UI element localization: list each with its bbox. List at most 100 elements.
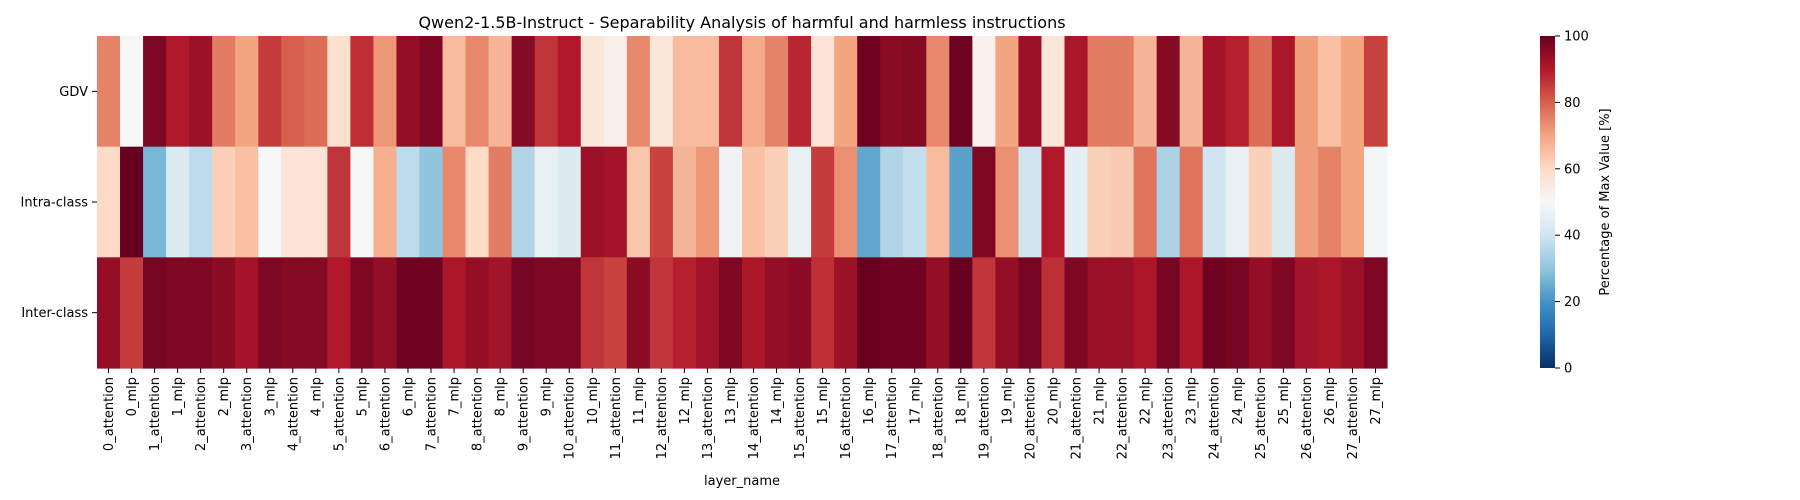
heatmap-cell — [189, 257, 213, 369]
heatmap-cell — [626, 36, 651, 148]
heatmap-cell — [120, 257, 144, 369]
column-label: 6_attention — [378, 377, 393, 451]
heatmap-cell — [880, 257, 904, 369]
row-labels: GDV Intra-class Inter-class — [21, 85, 97, 321]
heatmap-cell — [419, 146, 444, 258]
heatmap-cell — [880, 36, 904, 148]
heatmap-cell — [419, 257, 444, 369]
heatmap-cell — [995, 257, 1020, 369]
column-label: 1_mlp — [171, 377, 186, 416]
column-label: 9_attention — [517, 377, 532, 451]
heatmap-cell — [972, 36, 996, 148]
column-label: 5_attention — [332, 377, 347, 451]
heatmap-cell — [580, 257, 605, 369]
heatmap-cell — [1294, 257, 1319, 369]
colorbar-gradient — [1540, 36, 1555, 368]
heatmap-cell — [1225, 146, 1250, 258]
heatmap-cell — [465, 257, 490, 369]
heatmap-cell — [1156, 146, 1181, 258]
heatmap-cell — [695, 146, 720, 258]
heatmap-cells — [97, 36, 1388, 369]
heatmap-cell — [880, 146, 904, 258]
heatmap-cell — [327, 146, 351, 258]
heatmap-cell — [788, 257, 812, 369]
chart-title: Qwen2-1.5B-Instruct - Separability Analy… — [418, 13, 1065, 32]
column-label: 2_mlp — [217, 377, 232, 416]
heatmap-cell — [603, 146, 628, 258]
column-label: 4_mlp — [309, 377, 324, 416]
heatmap-cell — [212, 257, 236, 369]
column-label: 0_mlp — [125, 377, 140, 416]
heatmap-cell — [1064, 257, 1089, 369]
heatmap-cell — [465, 36, 490, 148]
column-label: 21_mlp — [1093, 377, 1108, 425]
heatmap-cell — [765, 36, 789, 148]
column-label: 4_attention — [286, 377, 301, 451]
heatmap-cell — [834, 257, 858, 369]
heatmap-cell — [304, 146, 328, 258]
heatmap-cell — [857, 146, 881, 258]
heatmap-cell — [1294, 36, 1319, 148]
heatmap-cell — [212, 146, 236, 258]
heatmap-cell — [1317, 257, 1342, 369]
heatmap-cell — [1041, 146, 1066, 258]
heatmap-cell — [1271, 146, 1296, 258]
heatmap-cell — [373, 146, 398, 258]
heatmap-cell — [1179, 146, 1204, 258]
heatmap-cell — [281, 146, 305, 258]
column-label: 10_mlp — [586, 377, 601, 425]
column-label: 18_attention — [931, 377, 946, 459]
heatmap-cell — [1340, 36, 1365, 148]
heatmap-cell — [189, 36, 213, 148]
heatmap-cell — [857, 36, 881, 148]
heatmap-cell — [1179, 257, 1204, 369]
heatmap-cell — [166, 257, 190, 369]
heatmap-cell — [995, 36, 1020, 148]
heatmap-cell — [488, 146, 513, 258]
heatmap-cell — [926, 36, 950, 148]
heatmap-cell — [834, 146, 858, 258]
column-label: 20_mlp — [1046, 377, 1061, 425]
heatmap-cell — [1156, 36, 1181, 148]
heatmap-cell — [672, 257, 697, 369]
column-label: 8_mlp — [494, 377, 509, 416]
column-label: 25_mlp — [1277, 377, 1292, 425]
column-label: 1_attention — [148, 377, 163, 451]
column-label: 17_mlp — [908, 377, 923, 425]
column-label: 8_attention — [471, 377, 486, 451]
heatmap-cell — [672, 36, 697, 148]
column-label: 23_attention — [1162, 377, 1177, 459]
heatmap-cell — [488, 257, 513, 369]
column-label: 12_mlp — [678, 377, 693, 425]
colorbar-tick-label: 80 — [1564, 96, 1581, 111]
heatmap-cell — [1225, 257, 1250, 369]
heatmap-cell — [511, 36, 536, 148]
heatmap-cell — [258, 36, 282, 148]
column-label: 18_mlp — [954, 377, 969, 425]
heatmap-cell — [1271, 36, 1296, 148]
column-label: 23_mlp — [1185, 377, 1200, 425]
heatmap-cell — [442, 257, 467, 369]
heatmap-cell — [1018, 36, 1043, 148]
heatmap-cell — [903, 146, 927, 258]
column-label: 14_attention — [747, 377, 762, 459]
heatmap-cell — [557, 36, 582, 148]
heatmap-cell — [1087, 257, 1112, 369]
heatmap-cell — [972, 146, 996, 258]
column-label: 7_mlp — [448, 377, 463, 416]
colorbar-tick-label: 0 — [1564, 362, 1572, 377]
heatmap-cell — [143, 257, 167, 369]
heatmap-cell — [995, 146, 1020, 258]
column-label: 21_attention — [1070, 377, 1085, 459]
heatmap-cell — [1133, 36, 1158, 148]
heatmap-cell — [166, 36, 190, 148]
column-label: 2_attention — [194, 377, 209, 451]
column-label: 6_mlp — [401, 377, 416, 416]
heatmap-cell — [1202, 36, 1227, 148]
column-label: 7_attention — [425, 377, 440, 451]
heatmap-cell — [603, 36, 628, 148]
column-label: 27_mlp — [1369, 377, 1384, 425]
heatmap-cell — [120, 146, 144, 258]
heatmap-cell — [1340, 146, 1365, 258]
row-label: Intra-class — [21, 196, 89, 211]
